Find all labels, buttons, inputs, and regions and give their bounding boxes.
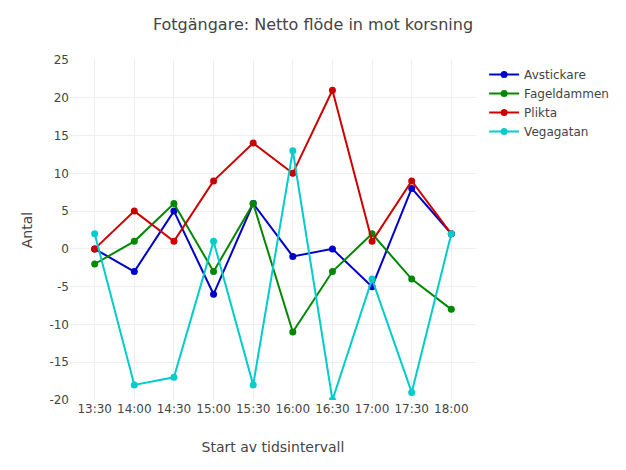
svg-text:Fageldammen: Fageldammen bbox=[524, 87, 609, 101]
svg-text:5: 5 bbox=[61, 204, 69, 218]
svg-text:25: 25 bbox=[54, 53, 69, 67]
svg-text:Fotgängare: Netto flöde in mot: Fotgängare: Netto flöde in mot korsning bbox=[153, 15, 473, 34]
svg-text:Antal: Antal bbox=[19, 212, 35, 248]
svg-text:-5: -5 bbox=[57, 280, 69, 294]
svg-text:Avstickare: Avstickare bbox=[524, 68, 586, 82]
svg-text:14:30: 14:30 bbox=[157, 402, 192, 416]
svg-text:16:30: 16:30 bbox=[315, 402, 350, 416]
svg-text:16:00: 16:00 bbox=[276, 402, 311, 416]
svg-text:15: 15 bbox=[54, 129, 69, 143]
svg-text:17:30: 17:30 bbox=[394, 402, 429, 416]
svg-text:13:30: 13:30 bbox=[77, 402, 112, 416]
svg-text:10: 10 bbox=[54, 167, 69, 181]
svg-text:-10: -10 bbox=[49, 318, 69, 332]
svg-text:Vegagatan: Vegagatan bbox=[524, 125, 588, 139]
svg-text:15:00: 15:00 bbox=[196, 402, 231, 416]
svg-text:20: 20 bbox=[54, 91, 69, 105]
svg-text:18:00: 18:00 bbox=[434, 402, 469, 416]
svg-text:15:30: 15:30 bbox=[236, 402, 271, 416]
svg-text:-15: -15 bbox=[49, 355, 69, 369]
svg-text:14:00: 14:00 bbox=[117, 402, 152, 416]
svg-text:0: 0 bbox=[61, 242, 69, 256]
svg-text:Start av tidsintervall: Start av tidsintervall bbox=[202, 439, 345, 455]
svg-text:Plikta: Plikta bbox=[524, 106, 557, 120]
svg-text:17:00: 17:00 bbox=[355, 402, 390, 416]
svg-text:-20: -20 bbox=[49, 393, 69, 407]
